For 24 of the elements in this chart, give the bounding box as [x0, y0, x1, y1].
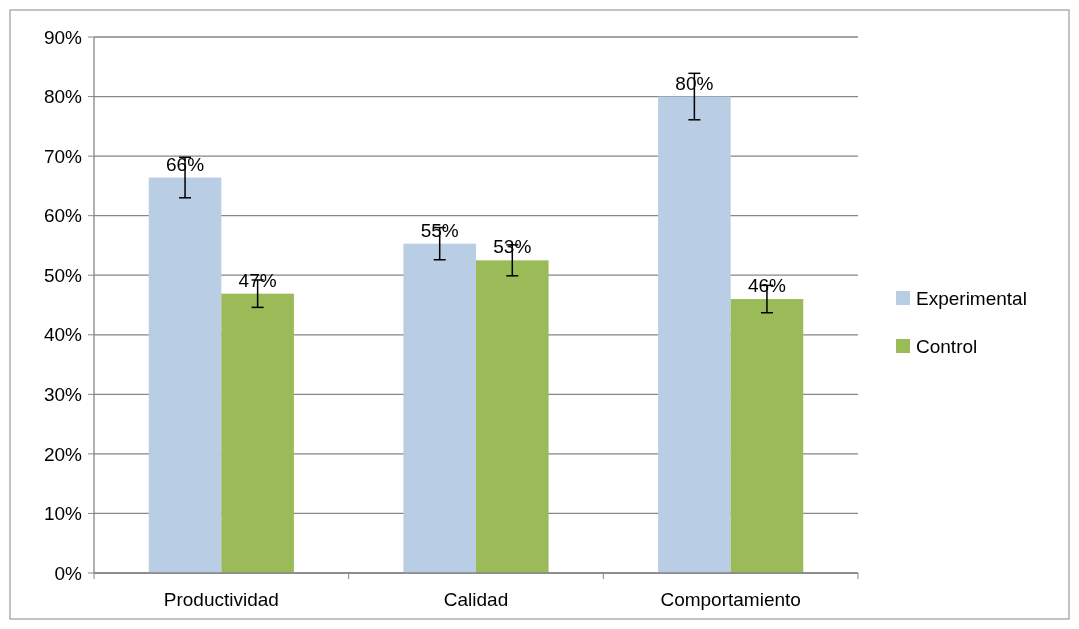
bar: [403, 243, 476, 573]
bar: [476, 260, 549, 573]
y-tick-label: 90%: [43, 26, 83, 48]
data-label: 53%: [493, 236, 532, 258]
bar: [730, 299, 804, 573]
x-tick-label: Comportamiento: [660, 589, 801, 610]
y-tick-label: 50%: [43, 264, 83, 286]
x-tick-label: Productividad: [163, 589, 279, 610]
y-tick-label: 80%: [43, 86, 83, 108]
data-label: 46%: [747, 275, 787, 297]
y-tick-label: 70%: [43, 145, 83, 167]
y-tick-label: 20%: [43, 443, 83, 465]
y-tick-label: 10%: [43, 503, 83, 525]
bar: [221, 293, 294, 573]
bar: [658, 96, 731, 573]
y-tick-label: 60%: [43, 205, 83, 227]
data-label: 47%: [238, 269, 277, 291]
bar: [148, 177, 222, 573]
legend-label: Control: [916, 335, 978, 357]
legend-label: Experimental: [916, 287, 1027, 309]
y-tick-label: 30%: [43, 383, 83, 405]
y-tick-label: 40%: [43, 324, 83, 346]
y-tick-label: 0%: [54, 562, 83, 584]
x-tick-label: Calidad: [443, 589, 509, 610]
